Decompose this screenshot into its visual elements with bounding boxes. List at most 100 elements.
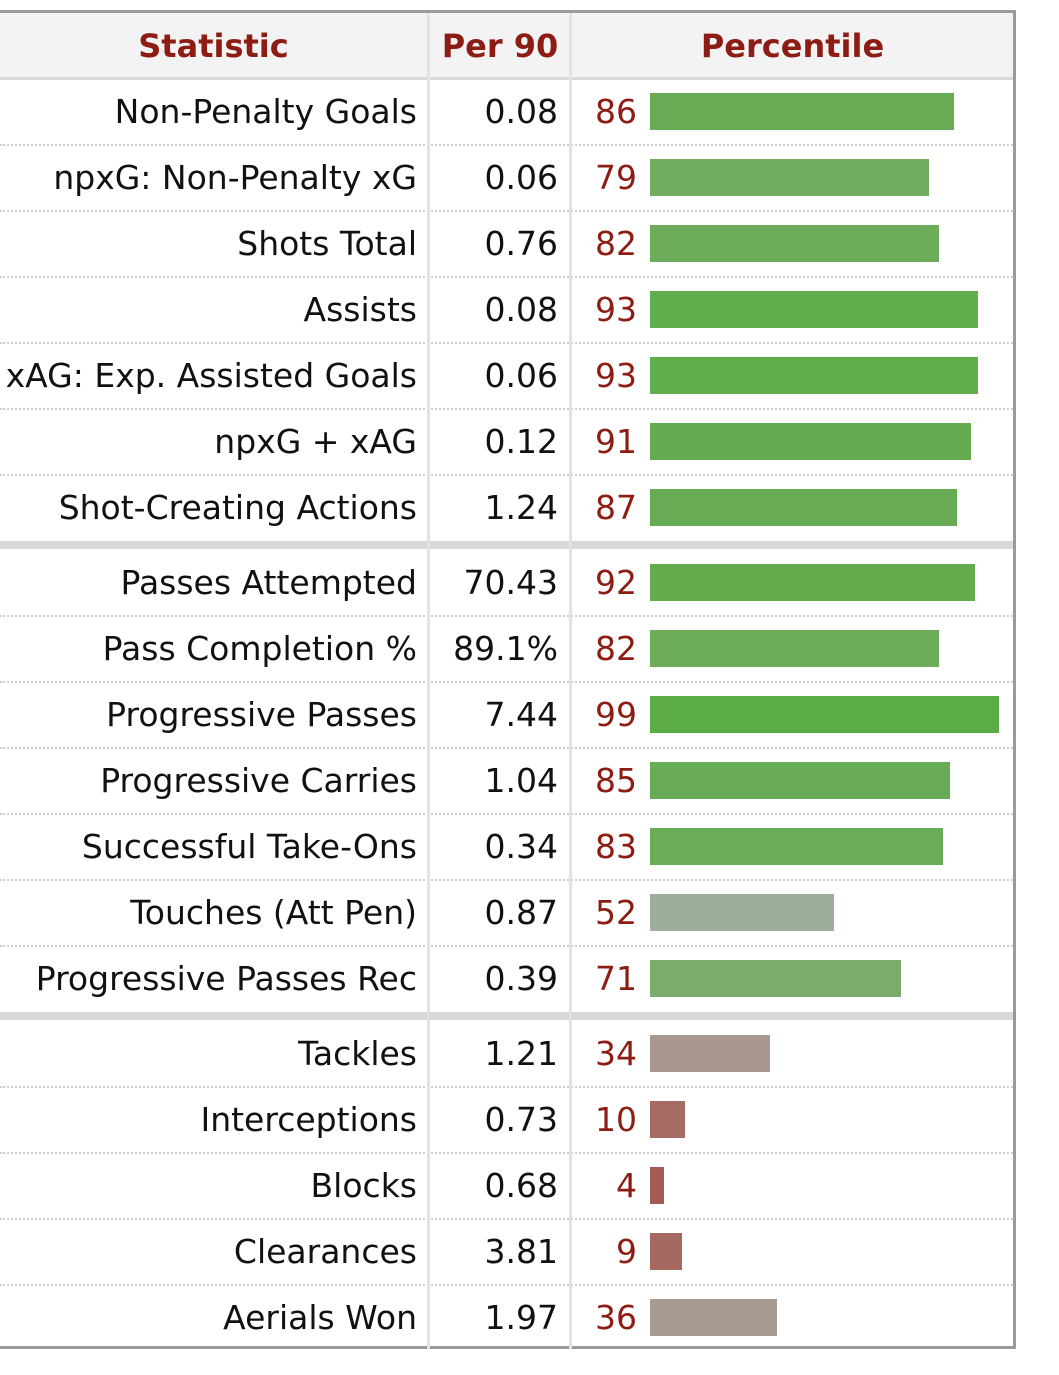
stat-name[interactable]: Progressive Passes — [0, 683, 417, 747]
percentile-bar — [650, 489, 957, 526]
per-90-value: 1.24 — [484, 488, 558, 527]
percentile-bar — [650, 564, 975, 601]
stat-name[interactable]: Blocks — [0, 1154, 417, 1218]
stat-name[interactable]: Touches (Att Pen) — [0, 881, 417, 945]
percentile-value: 93 — [595, 356, 637, 395]
table-row: Blocks 0.68 4 — [0, 1154, 1013, 1220]
table-row: Aerials Won 1.97 36 — [0, 1286, 1013, 1352]
percentile-bar — [650, 1101, 685, 1138]
percentile-value: 9 — [616, 1232, 637, 1271]
table-header: Statistic Per 90 Percentile — [0, 13, 1013, 80]
percentile-bar — [650, 1233, 682, 1270]
stat-name-text: Passes Attempted — [120, 563, 417, 602]
percentile-value: 85 — [595, 761, 637, 800]
percentile-bar — [650, 1299, 777, 1336]
table-row: Interceptions 0.73 10 — [0, 1088, 1013, 1154]
stat-name-text: xAG: Exp. Assisted Goals — [5, 356, 417, 395]
per-90-value: 0.06 — [484, 356, 558, 395]
percentile-bar — [650, 1167, 664, 1204]
column-divider — [427, 13, 430, 1349]
stat-name[interactable]: npxG + xAG — [0, 410, 417, 474]
percentile-bar — [650, 1035, 770, 1072]
stat-name-text: Non-Penalty Goals — [114, 92, 417, 131]
stat-name[interactable]: Aerials Won — [0, 1286, 417, 1350]
stat-name[interactable]: Progressive Passes Rec — [0, 947, 417, 1011]
stat-name-text: Progressive Passes — [106, 695, 417, 734]
table-row: Shots Total 0.76 82 — [0, 212, 1013, 278]
header-statistic[interactable]: Statistic — [138, 27, 289, 65]
stat-name[interactable]: Clearances — [0, 1220, 417, 1284]
group-separator — [0, 541, 1013, 549]
per-90-value: 1.04 — [484, 761, 558, 800]
percentile-bar — [650, 291, 978, 328]
stat-name[interactable]: Tackles — [0, 1022, 417, 1086]
percentile-value: 79 — [595, 158, 637, 197]
per-90-value: 0.34 — [484, 827, 558, 866]
stat-name-text: Progressive Carries — [100, 761, 417, 800]
percentile-value: 83 — [595, 827, 637, 866]
stat-name-text: npxG: Non-Penalty xG — [53, 158, 417, 197]
stat-name-text: Assists — [303, 290, 417, 329]
percentile-value: 99 — [595, 695, 637, 734]
stat-name[interactable]: Assists — [0, 278, 417, 342]
per-90-value: 0.76 — [484, 224, 558, 263]
percentile-bar — [650, 225, 939, 262]
stat-name-text: npxG + xAG — [214, 422, 417, 461]
stat-name[interactable]: npxG: Non-Penalty xG — [0, 146, 417, 210]
header-percentile[interactable]: Percentile — [700, 27, 885, 65]
percentile-value: 92 — [595, 563, 637, 602]
per-90-value: 0.68 — [484, 1166, 558, 1205]
table-row: npxG + xAG 0.12 91 — [0, 410, 1013, 476]
per-90-value: 1.97 — [484, 1298, 558, 1337]
stat-name[interactable]: Shot-Creating Actions — [0, 476, 417, 540]
table-row: Progressive Carries 1.04 85 — [0, 749, 1013, 815]
percentile-bar — [650, 93, 954, 130]
table-row: Passes Attempted 70.43 92 — [0, 551, 1013, 617]
percentile-bar — [650, 894, 834, 931]
per-90-value: 7.44 — [484, 695, 558, 734]
stat-name[interactable]: Interceptions — [0, 1088, 417, 1152]
table-row: Successful Take-Ons 0.34 83 — [0, 815, 1013, 881]
percentile-bar — [650, 960, 901, 997]
stat-name[interactable]: Shots Total — [0, 212, 417, 276]
stat-name-text: Tackles — [298, 1034, 417, 1073]
per-90-value: 70.43 — [463, 563, 558, 602]
per-90-value: 0.87 — [484, 893, 558, 932]
percentile-bar — [650, 630, 939, 667]
percentile-value: 71 — [595, 959, 637, 998]
table-row: Progressive Passes 7.44 99 — [0, 683, 1013, 749]
stat-name[interactable]: Passes Attempted — [0, 551, 417, 615]
stat-name[interactable]: Non-Penalty Goals — [0, 80, 417, 144]
per-90-value: 1.21 — [484, 1034, 558, 1073]
per-90-value: 3.81 — [484, 1232, 558, 1271]
scouting-report-table: Statistic Per 90 Percentile Non-Penalty … — [0, 10, 1016, 1349]
table-row: xAG: Exp. Assisted Goals 0.06 93 — [0, 344, 1013, 410]
table-row: Tackles 1.21 34 — [0, 1022, 1013, 1088]
stat-name-text: Progressive Passes Rec — [35, 959, 417, 998]
table-row: npxG: Non-Penalty xG 0.06 79 — [0, 146, 1013, 212]
stat-name-text: Successful Take-Ons — [81, 827, 417, 866]
per-90-value: 0.08 — [484, 290, 558, 329]
stat-name-text: Touches (Att Pen) — [130, 893, 417, 932]
stat-name[interactable]: xAG: Exp. Assisted Goals — [0, 344, 417, 408]
percentile-bar — [650, 159, 929, 196]
stat-name-text: Clearances — [233, 1232, 417, 1271]
table-row: Touches (Att Pen) 0.87 52 — [0, 881, 1013, 947]
group-separator — [0, 1012, 1013, 1020]
percentile-value: 36 — [595, 1298, 637, 1337]
stat-name[interactable]: Successful Take-Ons — [0, 815, 417, 879]
stat-name-text: Interceptions — [200, 1100, 417, 1139]
stat-name-text: Shot-Creating Actions — [58, 488, 417, 527]
stat-name[interactable]: Pass Completion % — [0, 617, 417, 681]
stat-name-text: Shots Total — [237, 224, 417, 263]
percentile-bar — [650, 423, 971, 460]
header-per-90[interactable]: Per 90 — [441, 27, 559, 65]
percentile-value: 10 — [595, 1100, 637, 1139]
percentile-bar — [650, 762, 950, 799]
table-row: Shot-Creating Actions 1.24 87 — [0, 476, 1013, 542]
percentile-value: 4 — [616, 1166, 637, 1205]
stat-name[interactable]: Progressive Carries — [0, 749, 417, 813]
percentile-value: 91 — [595, 422, 637, 461]
table-row: Clearances 3.81 9 — [0, 1220, 1013, 1286]
percentile-value: 86 — [595, 92, 637, 131]
